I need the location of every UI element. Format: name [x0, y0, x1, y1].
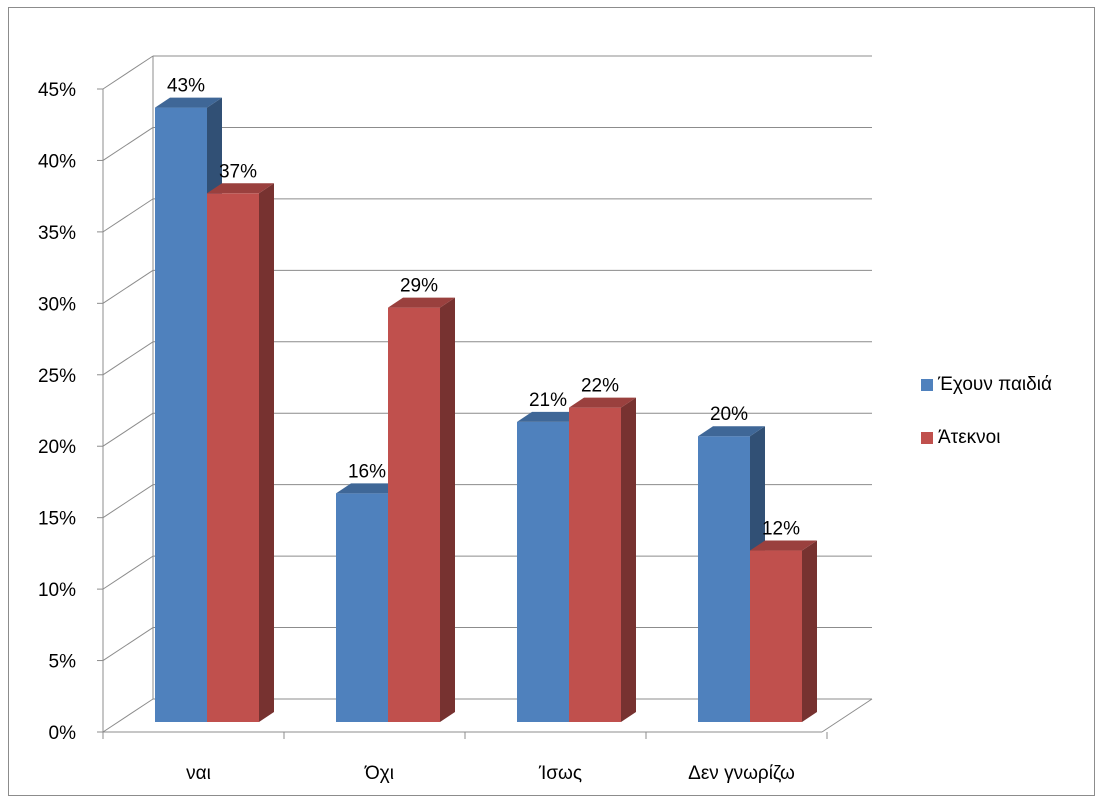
bar-2-4 — [750, 540, 817, 722]
gridline-diagonal — [102, 269, 154, 304]
bar-side — [802, 540, 817, 722]
legend-label-series-1: Έχουν παιδιά — [938, 373, 1052, 395]
legend-swatch-series-1 — [921, 378, 933, 391]
x-tick-label: Δεν γνωρίζω — [688, 763, 795, 784]
bar-front — [517, 421, 569, 722]
bar-top — [388, 297, 455, 308]
x-tick-label: Ίσως — [538, 763, 582, 784]
gridline-diagonal — [102, 198, 154, 233]
bar-front — [750, 550, 802, 722]
data-label: 20% — [710, 404, 748, 425]
y-tick-label: 20% — [38, 437, 76, 458]
y-tick-label: 35% — [38, 223, 76, 244]
bar-front — [569, 407, 621, 722]
gridline-diagonal — [102, 627, 154, 661]
legend: Έχουν παιδιά Άτεκνοι — [921, 371, 1052, 477]
legend-swatch-series-2 — [921, 431, 933, 444]
legend-item-series-2: Άτεκνοι — [921, 424, 1052, 451]
y-tick-label: 30% — [38, 294, 76, 315]
data-label: 21% — [529, 390, 567, 411]
gridline-diagonal — [102, 698, 154, 733]
bar-front — [698, 436, 750, 722]
bar-front — [388, 307, 440, 722]
bar-top — [569, 397, 636, 408]
gridline-diagonal — [102, 412, 154, 447]
y-tick-label: 40% — [38, 151, 76, 172]
bar-2-1 — [207, 183, 274, 723]
gridline-diagonal — [102, 127, 154, 161]
bar-front — [336, 493, 388, 722]
y-tick-label: 45% — [38, 80, 76, 101]
y-tick-label: 15% — [38, 509, 76, 530]
bar-top — [517, 411, 584, 422]
y-tick-label: 5% — [49, 652, 77, 673]
gridline-diagonal — [102, 341, 154, 376]
data-label: 22% — [581, 376, 619, 397]
data-label: 29% — [400, 276, 438, 297]
y-tick-label: 10% — [38, 580, 76, 601]
floor-right-edge — [821, 698, 873, 733]
y-tick-label: 0% — [49, 723, 77, 744]
gridline-diagonal — [102, 484, 154, 519]
bar-top — [750, 540, 817, 551]
gridline-diagonal — [102, 555, 154, 590]
bar-side — [259, 183, 274, 723]
legend-label-series-2: Άτεκνοι — [938, 426, 1001, 448]
x-tick-label: Όχι — [364, 763, 394, 784]
bar-side — [621, 397, 636, 722]
bar-top — [336, 483, 403, 494]
bar-top — [155, 97, 222, 108]
y-tick-label: 25% — [38, 366, 76, 387]
bar-side — [440, 297, 455, 722]
bar-front — [207, 193, 259, 723]
data-label: 43% — [167, 76, 205, 97]
data-label: 16% — [348, 461, 386, 482]
bar-2-3 — [569, 397, 636, 722]
x-tick-label: ναι — [186, 763, 211, 784]
gridline-diagonal — [102, 55, 154, 90]
legend-item-series-1: Έχουν παιδιά — [921, 371, 1052, 398]
bar-2-2 — [388, 297, 455, 722]
bar-top — [207, 183, 274, 194]
bar-front — [155, 107, 207, 723]
bar-top — [698, 426, 765, 437]
data-label: 12% — [762, 519, 800, 540]
data-label: 37% — [219, 161, 257, 182]
